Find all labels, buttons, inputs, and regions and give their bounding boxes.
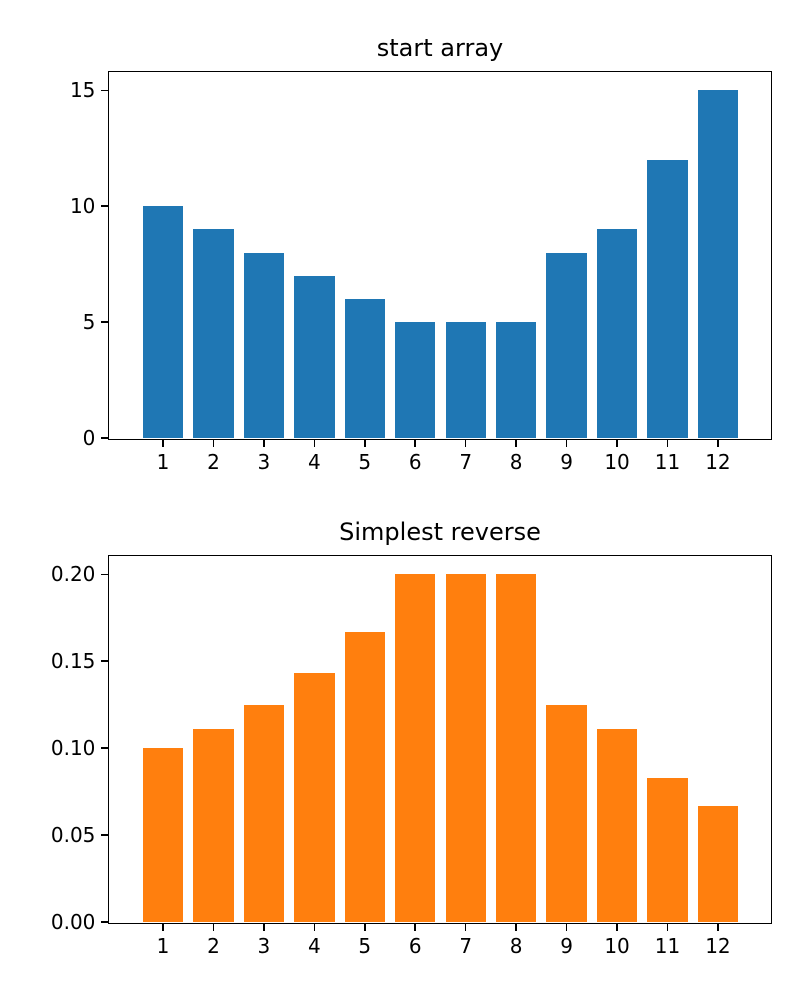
x-tick-mark	[717, 923, 719, 931]
y-tick-mark	[101, 747, 109, 749]
x-tick-mark	[565, 923, 568, 931]
bar-x4	[294, 673, 335, 922]
axes	[108, 555, 772, 924]
x-tick-mark	[313, 439, 316, 447]
x-tick-mark	[414, 439, 417, 447]
bar-x10	[596, 729, 638, 922]
x-tick-mark	[464, 923, 467, 931]
y-tick-label: 0.05	[50, 823, 96, 848]
bar-x9	[546, 252, 587, 438]
x-tick-label: 7	[459, 450, 473, 474]
x-tick-mark	[162, 923, 164, 931]
bar-x1	[142, 206, 184, 438]
chart-title: start array	[376, 34, 504, 62]
y-tick-label: 0.20	[50, 562, 96, 587]
x-tick-label: 12	[705, 934, 731, 958]
y-tick-label: 10	[69, 194, 96, 219]
bar-x6	[395, 574, 436, 922]
y-tick-mark	[101, 321, 109, 323]
bar-x11	[647, 777, 688, 922]
y-tick-label: 15	[69, 78, 96, 103]
x-tick-label: 6	[408, 450, 422, 474]
x-tick-mark	[464, 439, 467, 447]
bar-x8	[495, 322, 537, 438]
x-tick-mark	[313, 923, 316, 931]
x-tick-label: 6	[408, 934, 422, 958]
y-tick-label: 5	[82, 310, 96, 335]
x-tick-mark	[364, 439, 366, 447]
y-tick-label: 0.15	[50, 649, 96, 674]
bar-x5	[344, 298, 385, 438]
y-tick-label: 0.00	[50, 910, 96, 934]
x-tick-label: 10	[604, 450, 630, 474]
x-tick-label: 10	[604, 934, 630, 958]
x-tick-label: 12	[705, 450, 731, 474]
x-tick-label: 2	[207, 934, 220, 958]
x-tick-label: 2	[207, 450, 220, 474]
axes	[108, 71, 772, 440]
y-tick-mark	[101, 834, 109, 836]
y-tick-label: 0.10	[50, 736, 96, 761]
x-tick-mark	[263, 439, 265, 447]
bar-x2	[193, 229, 234, 438]
x-tick-mark	[616, 923, 618, 931]
y-tick-mark	[101, 89, 109, 92]
bar-x10	[596, 229, 638, 438]
x-tick-mark	[616, 439, 618, 447]
y-tick-mark	[101, 573, 109, 576]
x-tick-mark	[263, 923, 265, 931]
chart-title: Simplest reverse	[339, 518, 541, 546]
y-tick-label: 0	[82, 426, 96, 450]
x-tick-mark	[515, 923, 517, 931]
x-tick-label: 7	[459, 934, 473, 958]
x-tick-label: 1	[156, 934, 170, 958]
x-tick-mark	[666, 923, 669, 931]
bar-x3	[243, 704, 285, 922]
x-tick-label: 8	[509, 934, 523, 958]
x-tick-label: 5	[358, 934, 372, 958]
bar-x12	[697, 805, 739, 922]
bar-x3	[243, 252, 285, 438]
x-tick-label: 11	[654, 934, 681, 958]
x-tick-mark	[515, 439, 517, 447]
bar-x8	[495, 574, 537, 922]
x-tick-mark	[414, 923, 417, 931]
x-tick-label: 4	[307, 934, 321, 958]
x-tick-mark	[212, 923, 215, 931]
x-tick-mark	[162, 439, 164, 447]
bar-x7	[445, 574, 486, 922]
x-tick-label: 8	[509, 450, 523, 474]
x-tick-label: 4	[307, 450, 321, 474]
x-tick-label: 3	[257, 450, 271, 474]
y-tick-mark	[101, 660, 109, 663]
x-tick-label: 5	[358, 450, 372, 474]
y-tick-mark	[101, 205, 109, 208]
x-tick-label: 9	[560, 450, 573, 474]
bar-x9	[546, 704, 587, 922]
x-tick-mark	[565, 439, 568, 447]
bar-x4	[294, 275, 335, 438]
bar-x11	[647, 159, 688, 438]
x-tick-mark	[364, 923, 366, 931]
x-tick-mark	[717, 439, 719, 447]
y-tick-mark	[101, 921, 109, 923]
x-tick-mark	[212, 439, 215, 447]
bar-x7	[445, 322, 486, 438]
x-tick-label: 9	[560, 934, 573, 958]
x-tick-label: 3	[257, 934, 271, 958]
bar-x1	[142, 748, 184, 922]
bar-x12	[697, 90, 739, 438]
x-tick-label: 1	[156, 450, 170, 474]
bar-x5	[344, 631, 385, 922]
x-tick-mark	[666, 439, 669, 447]
bar-x2	[193, 729, 234, 922]
x-tick-label: 11	[654, 450, 681, 474]
y-tick-mark	[101, 437, 109, 439]
bar-x6	[395, 322, 436, 438]
